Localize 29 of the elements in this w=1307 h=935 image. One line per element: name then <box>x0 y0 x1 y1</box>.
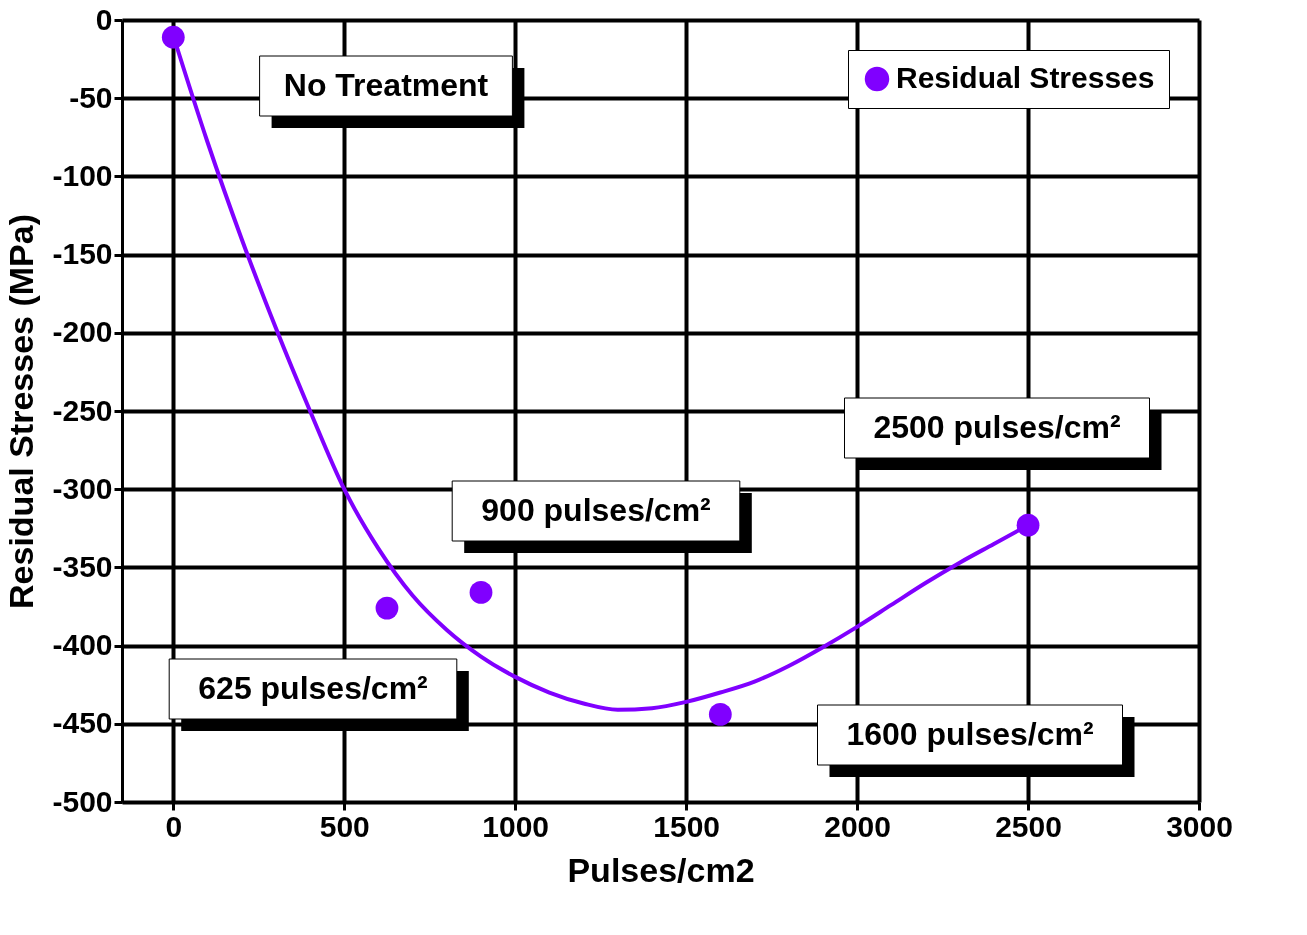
y-tick-label: -100 <box>52 158 113 192</box>
y-tick-label: -200 <box>52 315 113 349</box>
y-tick-label: -500 <box>52 784 113 818</box>
y-tick-label: -150 <box>52 237 113 271</box>
y-tick-label: -450 <box>52 706 113 740</box>
point <box>708 703 732 726</box>
annotation: 625 pulses/cm² <box>198 670 428 706</box>
x-tick-label: 500 <box>319 809 370 843</box>
x-tick-label: 0 <box>165 809 183 843</box>
x-axis-title: Pulses/cm2 <box>567 850 755 889</box>
y-axis-title: Residual Stresses (MPa) <box>2 214 41 609</box>
annotation: No Treatment <box>283 67 489 103</box>
point <box>469 581 493 604</box>
y-tick-label: -300 <box>52 471 113 505</box>
x-tick-label: 2000 <box>824 809 891 843</box>
x-tick-label: 1500 <box>653 809 721 843</box>
y-tick-label: 0 <box>95 2 113 36</box>
y-tick-label: -250 <box>52 393 113 427</box>
annotation: 900 pulses/cm² <box>481 492 711 528</box>
x-tick-label: 3000 <box>1166 809 1233 843</box>
annotation: 1600 pulses/cm² <box>846 716 1094 752</box>
legend-label: Residual Stresses <box>896 61 1155 94</box>
x-tick-label: 2500 <box>995 809 1062 843</box>
x-tick-label: 1000 <box>482 809 550 843</box>
y-tick-label: -400 <box>52 628 113 662</box>
annotation: 2500 pulses/cm² <box>873 409 1121 445</box>
point <box>375 596 399 620</box>
y-tick-label: -350 <box>52 549 113 583</box>
y-tick-label: -50 <box>69 80 113 114</box>
